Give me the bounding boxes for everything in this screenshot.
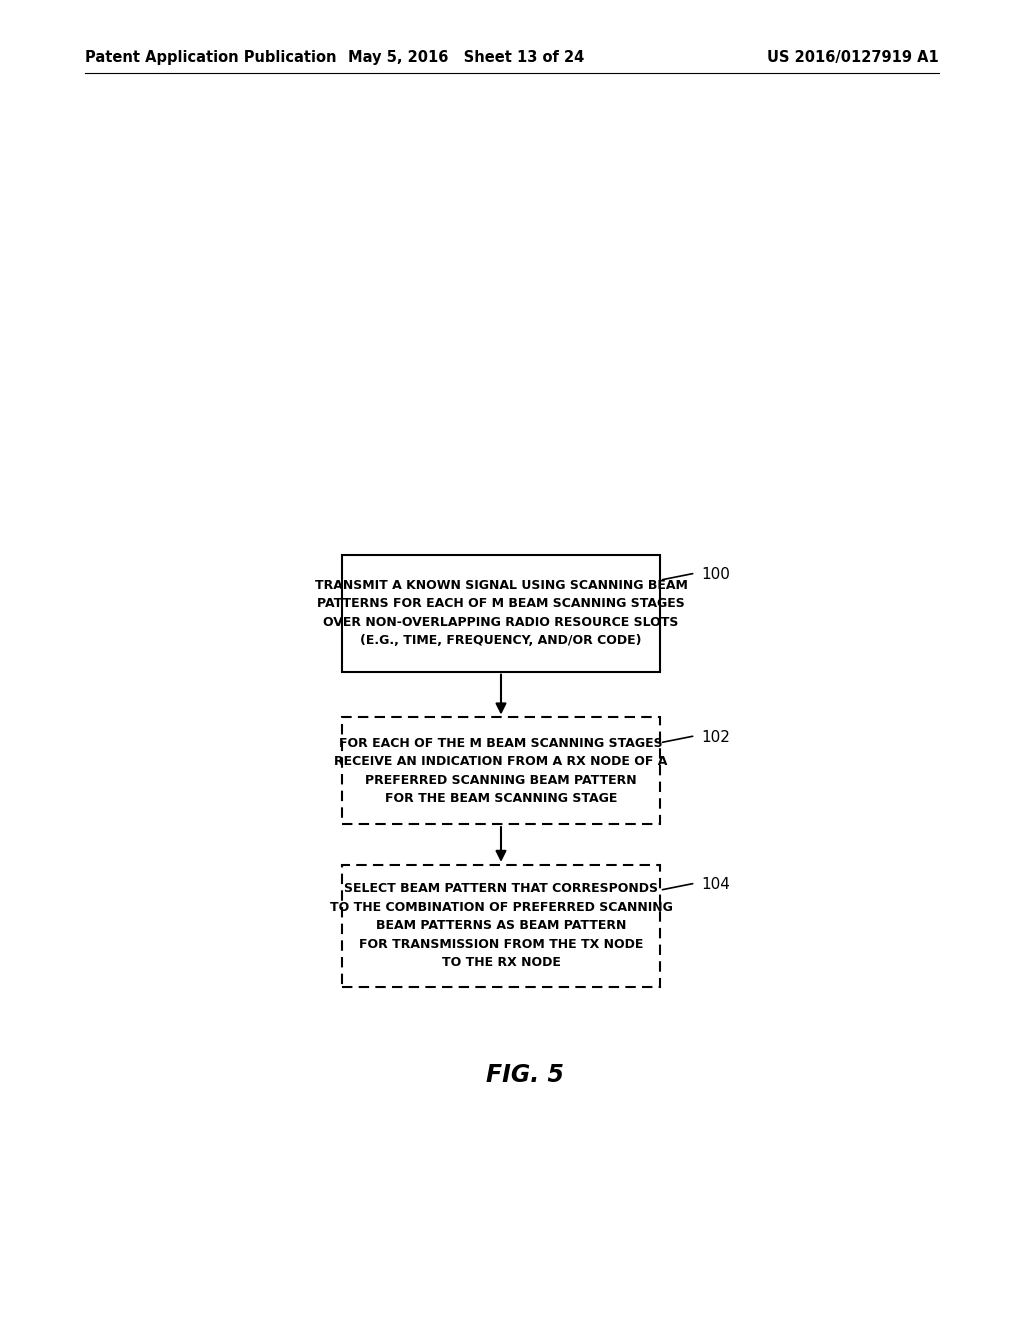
- Text: TRANSMIT A KNOWN SIGNAL USING SCANNING BEAM
PATTERNS FOR EACH OF M BEAM SCANNING: TRANSMIT A KNOWN SIGNAL USING SCANNING B…: [314, 579, 687, 648]
- Text: SELECT BEAM PATTERN THAT CORRESPONDS
TO THE COMBINATION OF PREFERRED SCANNING
BE: SELECT BEAM PATTERN THAT CORRESPONDS TO …: [330, 882, 673, 969]
- Bar: [342, 718, 659, 824]
- Bar: [342, 865, 659, 987]
- Text: 104: 104: [701, 876, 731, 892]
- Text: US 2016/0127919 A1: US 2016/0127919 A1: [767, 50, 939, 65]
- Bar: [342, 554, 659, 672]
- Text: FIG. 5: FIG. 5: [485, 1063, 564, 1088]
- Text: May 5, 2016   Sheet 13 of 24: May 5, 2016 Sheet 13 of 24: [348, 50, 584, 65]
- Text: Patent Application Publication: Patent Application Publication: [85, 50, 337, 65]
- Text: FOR EACH OF THE M BEAM SCANNING STAGES
RECEIVE AN INDICATION FROM A RX NODE OF A: FOR EACH OF THE M BEAM SCANNING STAGES R…: [334, 737, 668, 805]
- Text: 102: 102: [701, 730, 731, 744]
- Text: 100: 100: [701, 568, 731, 582]
